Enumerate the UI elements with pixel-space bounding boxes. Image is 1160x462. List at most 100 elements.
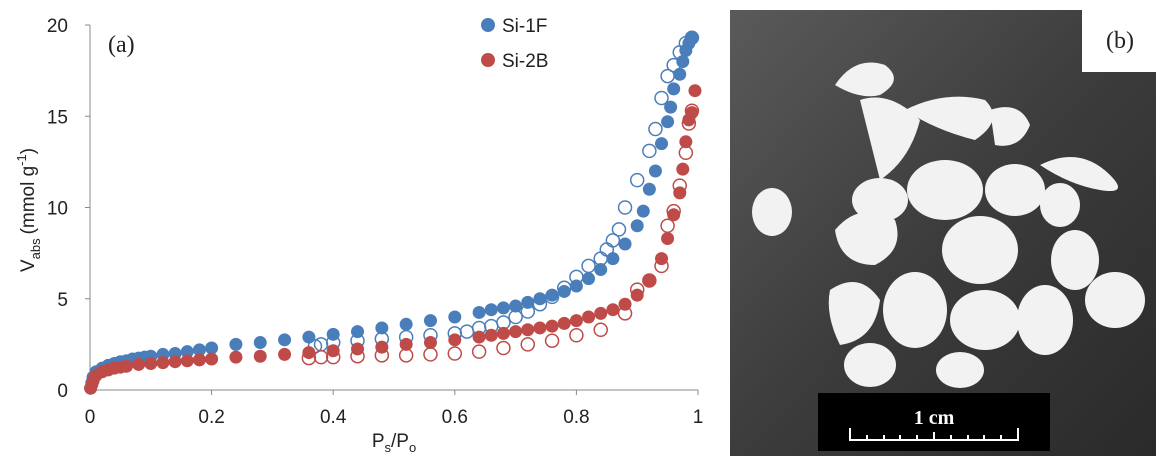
point xyxy=(630,219,644,233)
point xyxy=(533,292,547,306)
y-axis-title: Vabs (mmol g-1) xyxy=(14,148,43,272)
point xyxy=(618,297,632,311)
scale-ruler xyxy=(849,428,1019,441)
point xyxy=(253,349,267,363)
point xyxy=(205,352,219,366)
point xyxy=(636,204,650,218)
y-tick-label: 0 xyxy=(57,381,68,402)
point xyxy=(205,341,219,355)
panel-label: (a) xyxy=(108,32,135,58)
y-tick-label: 15 xyxy=(47,107,68,128)
point xyxy=(180,354,194,368)
open-point xyxy=(581,258,596,274)
photo-background xyxy=(730,10,1156,456)
x-tick-label: 0 xyxy=(85,407,96,428)
x-tick-label: 0.8 xyxy=(563,407,589,428)
x-tick-label: 0.4 xyxy=(320,407,347,428)
point xyxy=(582,272,596,286)
point xyxy=(630,288,644,302)
scale-bar-box xyxy=(818,393,1050,451)
open-point xyxy=(459,324,475,339)
point xyxy=(667,82,681,96)
open-point xyxy=(423,347,438,362)
point xyxy=(119,359,133,373)
point xyxy=(521,323,535,337)
point xyxy=(278,333,292,347)
point xyxy=(594,306,608,320)
point xyxy=(180,345,194,359)
point xyxy=(676,162,690,176)
open-point xyxy=(520,337,536,352)
point xyxy=(192,353,206,367)
open-point xyxy=(654,90,669,106)
point xyxy=(192,343,206,357)
open-point xyxy=(629,172,645,188)
point xyxy=(302,346,316,360)
point xyxy=(655,252,669,266)
point xyxy=(326,327,340,341)
point xyxy=(673,67,687,81)
point xyxy=(685,31,699,45)
open-point xyxy=(660,68,675,84)
point xyxy=(399,337,413,351)
y-tick-label: 10 xyxy=(47,199,68,220)
point xyxy=(156,356,170,370)
point xyxy=(399,317,413,331)
point xyxy=(606,252,620,266)
point xyxy=(302,330,316,344)
point xyxy=(569,314,583,328)
photo-label: (b) xyxy=(1106,28,1134,54)
legend-marker xyxy=(481,18,495,32)
open-point xyxy=(593,322,608,338)
point xyxy=(569,279,583,293)
point xyxy=(667,208,681,222)
open-point xyxy=(617,200,633,215)
y-title-main: V xyxy=(18,259,39,272)
point xyxy=(229,337,243,351)
point xyxy=(679,135,693,149)
point xyxy=(375,321,389,335)
point xyxy=(278,347,292,361)
open-point xyxy=(611,222,627,237)
point xyxy=(484,303,498,317)
x-title-main: P xyxy=(372,431,385,452)
point xyxy=(351,325,365,339)
point xyxy=(229,350,243,364)
scale-bar-label: 1 cm xyxy=(914,407,955,429)
x-tick-label: 0.6 xyxy=(442,407,468,428)
y-tick-label: 5 xyxy=(57,290,68,311)
point xyxy=(685,106,699,120)
point xyxy=(661,232,675,246)
x-title-sub2: o xyxy=(409,440,416,455)
point xyxy=(676,55,690,68)
open-point xyxy=(471,344,487,359)
x-axis-title: Ps/Po xyxy=(372,431,416,455)
open-point xyxy=(569,328,584,343)
open-point xyxy=(544,333,560,348)
point xyxy=(642,182,656,196)
point xyxy=(496,326,510,340)
point xyxy=(351,342,365,356)
point xyxy=(168,355,182,369)
point xyxy=(618,237,632,251)
point xyxy=(509,325,523,339)
particles xyxy=(752,62,1145,388)
x-tick-label: 0.2 xyxy=(198,407,224,428)
point xyxy=(423,336,437,350)
x-tick-label: 1 xyxy=(693,407,704,428)
point xyxy=(648,164,662,178)
y-tick-label: 20 xyxy=(47,16,68,37)
point xyxy=(688,84,702,98)
legend-label: Si-1F xyxy=(502,16,547,37)
legend-label: Si-2B xyxy=(502,51,548,72)
point xyxy=(533,321,547,335)
point xyxy=(655,137,669,151)
point xyxy=(673,186,687,200)
point xyxy=(545,288,559,302)
open-point xyxy=(642,143,657,159)
point xyxy=(664,100,678,114)
point xyxy=(594,263,608,277)
open-point xyxy=(313,349,329,365)
